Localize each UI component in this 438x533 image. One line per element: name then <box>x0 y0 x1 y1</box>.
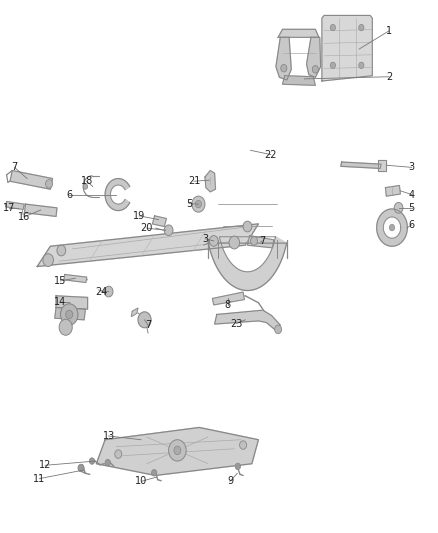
Polygon shape <box>378 160 386 171</box>
Circle shape <box>57 245 66 256</box>
Polygon shape <box>152 216 166 227</box>
Circle shape <box>60 304 78 325</box>
Text: 19: 19 <box>133 211 145 221</box>
Text: 20: 20 <box>141 223 153 233</box>
Text: 3: 3 <box>409 163 415 172</box>
Polygon shape <box>10 171 53 189</box>
Circle shape <box>209 236 218 246</box>
Polygon shape <box>377 209 407 246</box>
Polygon shape <box>307 37 321 77</box>
Circle shape <box>169 440 186 461</box>
Circle shape <box>152 470 157 476</box>
Circle shape <box>235 463 240 470</box>
Circle shape <box>281 64 287 72</box>
Polygon shape <box>322 15 372 81</box>
Circle shape <box>312 66 318 73</box>
Text: 6: 6 <box>66 190 72 199</box>
Text: 4: 4 <box>409 190 415 199</box>
Text: 24: 24 <box>95 287 108 297</box>
Text: 14: 14 <box>54 297 67 307</box>
Circle shape <box>330 25 336 31</box>
Text: 5: 5 <box>186 199 192 208</box>
Circle shape <box>229 236 240 249</box>
Polygon shape <box>215 310 280 330</box>
Circle shape <box>115 450 122 458</box>
Circle shape <box>164 225 173 236</box>
Circle shape <box>89 458 95 464</box>
Circle shape <box>104 286 113 297</box>
Circle shape <box>195 200 201 208</box>
Polygon shape <box>56 296 88 309</box>
Text: 18: 18 <box>81 176 93 186</box>
Text: 5: 5 <box>409 203 415 213</box>
Circle shape <box>138 312 151 328</box>
Circle shape <box>192 196 205 212</box>
Text: 12: 12 <box>39 461 51 470</box>
Text: 16: 16 <box>18 212 30 222</box>
Polygon shape <box>131 308 138 317</box>
Polygon shape <box>212 292 244 305</box>
Circle shape <box>240 441 247 449</box>
Circle shape <box>330 62 336 68</box>
Circle shape <box>78 464 84 472</box>
Circle shape <box>359 62 364 68</box>
Circle shape <box>359 25 364 31</box>
Polygon shape <box>208 237 286 290</box>
Circle shape <box>251 237 258 245</box>
Circle shape <box>83 184 88 189</box>
Text: 1: 1 <box>386 26 392 36</box>
Polygon shape <box>25 204 57 216</box>
Polygon shape <box>278 29 319 37</box>
Circle shape <box>394 203 403 213</box>
Polygon shape <box>105 179 130 211</box>
Text: 11: 11 <box>33 474 46 483</box>
Text: 2: 2 <box>386 72 392 82</box>
Polygon shape <box>6 201 24 209</box>
Text: 8: 8 <box>225 300 231 310</box>
Polygon shape <box>64 274 87 282</box>
Text: 3: 3 <box>202 234 208 244</box>
Text: 7: 7 <box>11 163 18 172</box>
Circle shape <box>105 459 110 466</box>
Polygon shape <box>247 236 274 248</box>
Polygon shape <box>205 171 215 192</box>
Polygon shape <box>96 427 258 475</box>
Polygon shape <box>341 162 381 168</box>
Circle shape <box>66 310 73 319</box>
Text: 7: 7 <box>145 320 151 330</box>
Circle shape <box>59 319 72 335</box>
Text: 7: 7 <box>259 236 265 246</box>
Circle shape <box>275 325 282 334</box>
Text: 23: 23 <box>230 319 243 328</box>
Circle shape <box>243 221 252 232</box>
Circle shape <box>46 180 53 188</box>
Polygon shape <box>283 76 315 85</box>
Text: 17: 17 <box>3 203 15 213</box>
Text: 10: 10 <box>135 477 148 486</box>
Polygon shape <box>37 224 258 266</box>
Text: 21: 21 <box>188 176 200 186</box>
Circle shape <box>389 224 395 231</box>
Polygon shape <box>276 37 291 80</box>
Polygon shape <box>55 308 85 320</box>
Text: 13: 13 <box>102 431 115 441</box>
Circle shape <box>43 254 53 266</box>
Polygon shape <box>385 185 400 196</box>
Text: 22: 22 <box>265 150 277 159</box>
Text: 15: 15 <box>54 276 67 286</box>
Text: 9: 9 <box>227 477 233 486</box>
Circle shape <box>174 446 181 455</box>
Text: 6: 6 <box>409 220 415 230</box>
